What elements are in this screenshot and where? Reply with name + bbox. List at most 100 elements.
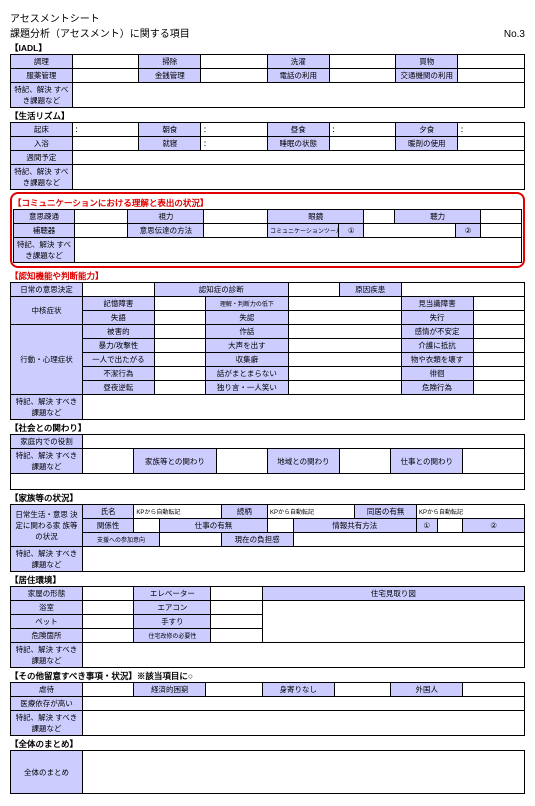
fam-rel: 家族等との関わり [134, 449, 216, 474]
agnosia: 失認 [206, 311, 288, 325]
cohab: 同居の有無 [355, 505, 417, 519]
cell [458, 137, 525, 151]
table-housing: 家屋の形態 エレベーター 住宅見取り図 浴室 エアコン ペット 手すり 危険箇所… [10, 586, 525, 668]
family-life: 日常生活・意思 決定に関わる家 族等の状況 [11, 505, 83, 547]
name: 氏名 [82, 505, 133, 519]
cell [211, 601, 262, 615]
rhythm-note [72, 165, 524, 190]
cell [154, 325, 205, 339]
cell [154, 339, 205, 353]
comm-hearing: 聴力 [394, 210, 480, 224]
table-other: 虐待 経済的困窮 身寄りなし 外国人 医療依存が高い 特記、解決 すべき課題など [10, 682, 525, 736]
cell: ： [201, 123, 268, 137]
cell [82, 683, 133, 697]
relationship: 関係性 [82, 519, 133, 533]
cell [473, 297, 524, 311]
auto2: KPから自動転記 [267, 505, 354, 519]
table-summary: 全体のまとめ [10, 750, 525, 794]
social-note-label: 特記、解決 すべき課題など [11, 449, 83, 474]
section-social: 【社会との関わり】 [10, 422, 525, 434]
relation: 続柄 [221, 505, 267, 519]
section-cog: 【認知機能や判断能力】 [10, 270, 525, 282]
participation: 支援への参加意向 [82, 533, 159, 547]
cell [82, 601, 133, 615]
cell [211, 629, 262, 643]
cell [329, 69, 396, 83]
section-family: 【家族等の状況】 [10, 492, 525, 504]
auto1: KPから自動転記 [134, 505, 221, 519]
cell [437, 519, 463, 533]
job: 仕事の有無 [160, 519, 268, 533]
highlight-box: 【コミュニケーションにおける理解と表出の状況】 意思疎通 視力 眼鏡 聴力 補聴… [10, 192, 525, 268]
floorplan-area [262, 601, 524, 643]
judgement: 理解・判断力の低下 [206, 297, 288, 311]
persec: 被害的 [82, 325, 154, 339]
renovation: 住宅改修の必要性 [134, 629, 211, 643]
cell [463, 449, 525, 474]
heater: 暖剤の使用 [396, 137, 458, 151]
cell [288, 283, 339, 297]
cell: ： [72, 123, 139, 137]
table-cog: 日常の意思決定 認知症の診断 原因疾患 中核症状 記憶障害 理解・判断力の低下 … [10, 282, 525, 420]
cog-diag: 認知症の診断 [154, 283, 288, 297]
aircon: エアコン [134, 601, 211, 615]
cell [288, 381, 401, 395]
cell [206, 683, 263, 697]
f2: ② [463, 519, 525, 533]
comm-aid: 補聴器 [14, 224, 75, 238]
resist: 介護に抵抗 [401, 339, 473, 353]
confab: 作話 [206, 325, 288, 339]
cell [82, 697, 524, 711]
cell [211, 615, 262, 629]
cell [82, 587, 133, 601]
cell [267, 519, 293, 533]
table-social: 家庭内での役割 特記、解決 すべき課題など 家族等との関わり 地域との関わり 仕… [10, 434, 525, 490]
lunch: 昼食 [267, 123, 329, 137]
orientation: 見当識障害 [401, 297, 473, 311]
table-iadl: 調理 掃除 洗濯 買物 服薬管理 金銭管理 電話の利用 交通機関の利用 特記、解… [10, 54, 525, 108]
section-rhythm: 【生活リズム】 [10, 110, 525, 122]
dirty: 不潔行為 [82, 367, 154, 381]
title-line1: アセスメントシート [10, 10, 525, 25]
family-note [82, 547, 524, 572]
iadl-med: 服薬管理 [11, 69, 73, 83]
social-role: 家庭内での役割 [11, 435, 83, 449]
social-note [11, 474, 525, 490]
cell [201, 69, 268, 83]
comm-2: ② [455, 224, 480, 238]
housing-note [82, 643, 524, 668]
pet: ペット [11, 615, 83, 629]
iadl-note [72, 83, 524, 108]
week-val [72, 151, 524, 165]
section-summary: 【全体のまとめ】 [10, 738, 525, 750]
violence: 暴力/攻撃性 [82, 339, 154, 353]
cell [288, 325, 401, 339]
soliloquy: 独り言・一人笑い [206, 381, 288, 395]
incoherent: 話がまとまらない [206, 367, 288, 381]
cell [154, 367, 205, 381]
cog-note-label: 特記、解決 すべき課題など [11, 395, 83, 420]
memory: 記憶障害 [82, 297, 154, 311]
cell [82, 615, 133, 629]
work: 仕事との関わり [391, 449, 463, 474]
cell [473, 339, 524, 353]
cell [82, 629, 133, 643]
cell [154, 297, 205, 311]
bathroom: 浴室 [11, 601, 83, 615]
share: 情報共有方法 [293, 519, 416, 533]
cell [288, 311, 401, 325]
comm-glasses: 眼鏡 [267, 210, 364, 224]
med-dep: 医療依存が高い [11, 697, 83, 711]
cell [288, 297, 401, 311]
iadl-shop: 買物 [396, 55, 458, 69]
cell [72, 55, 139, 69]
apraxia: 失行 [401, 311, 473, 325]
comm-sight: 視力 [128, 210, 204, 224]
burden: 現在の負担感 [221, 533, 293, 547]
cell [293, 533, 524, 547]
cog-daily: 日常の意思決定 [11, 283, 83, 297]
alone: 身寄りなし [262, 683, 334, 697]
cell [334, 683, 391, 697]
section-comm: 【コミュニケーションにおける理解と表出の状況】 [13, 197, 522, 209]
cog-bpsd: 行動・心理症状 [11, 325, 83, 395]
